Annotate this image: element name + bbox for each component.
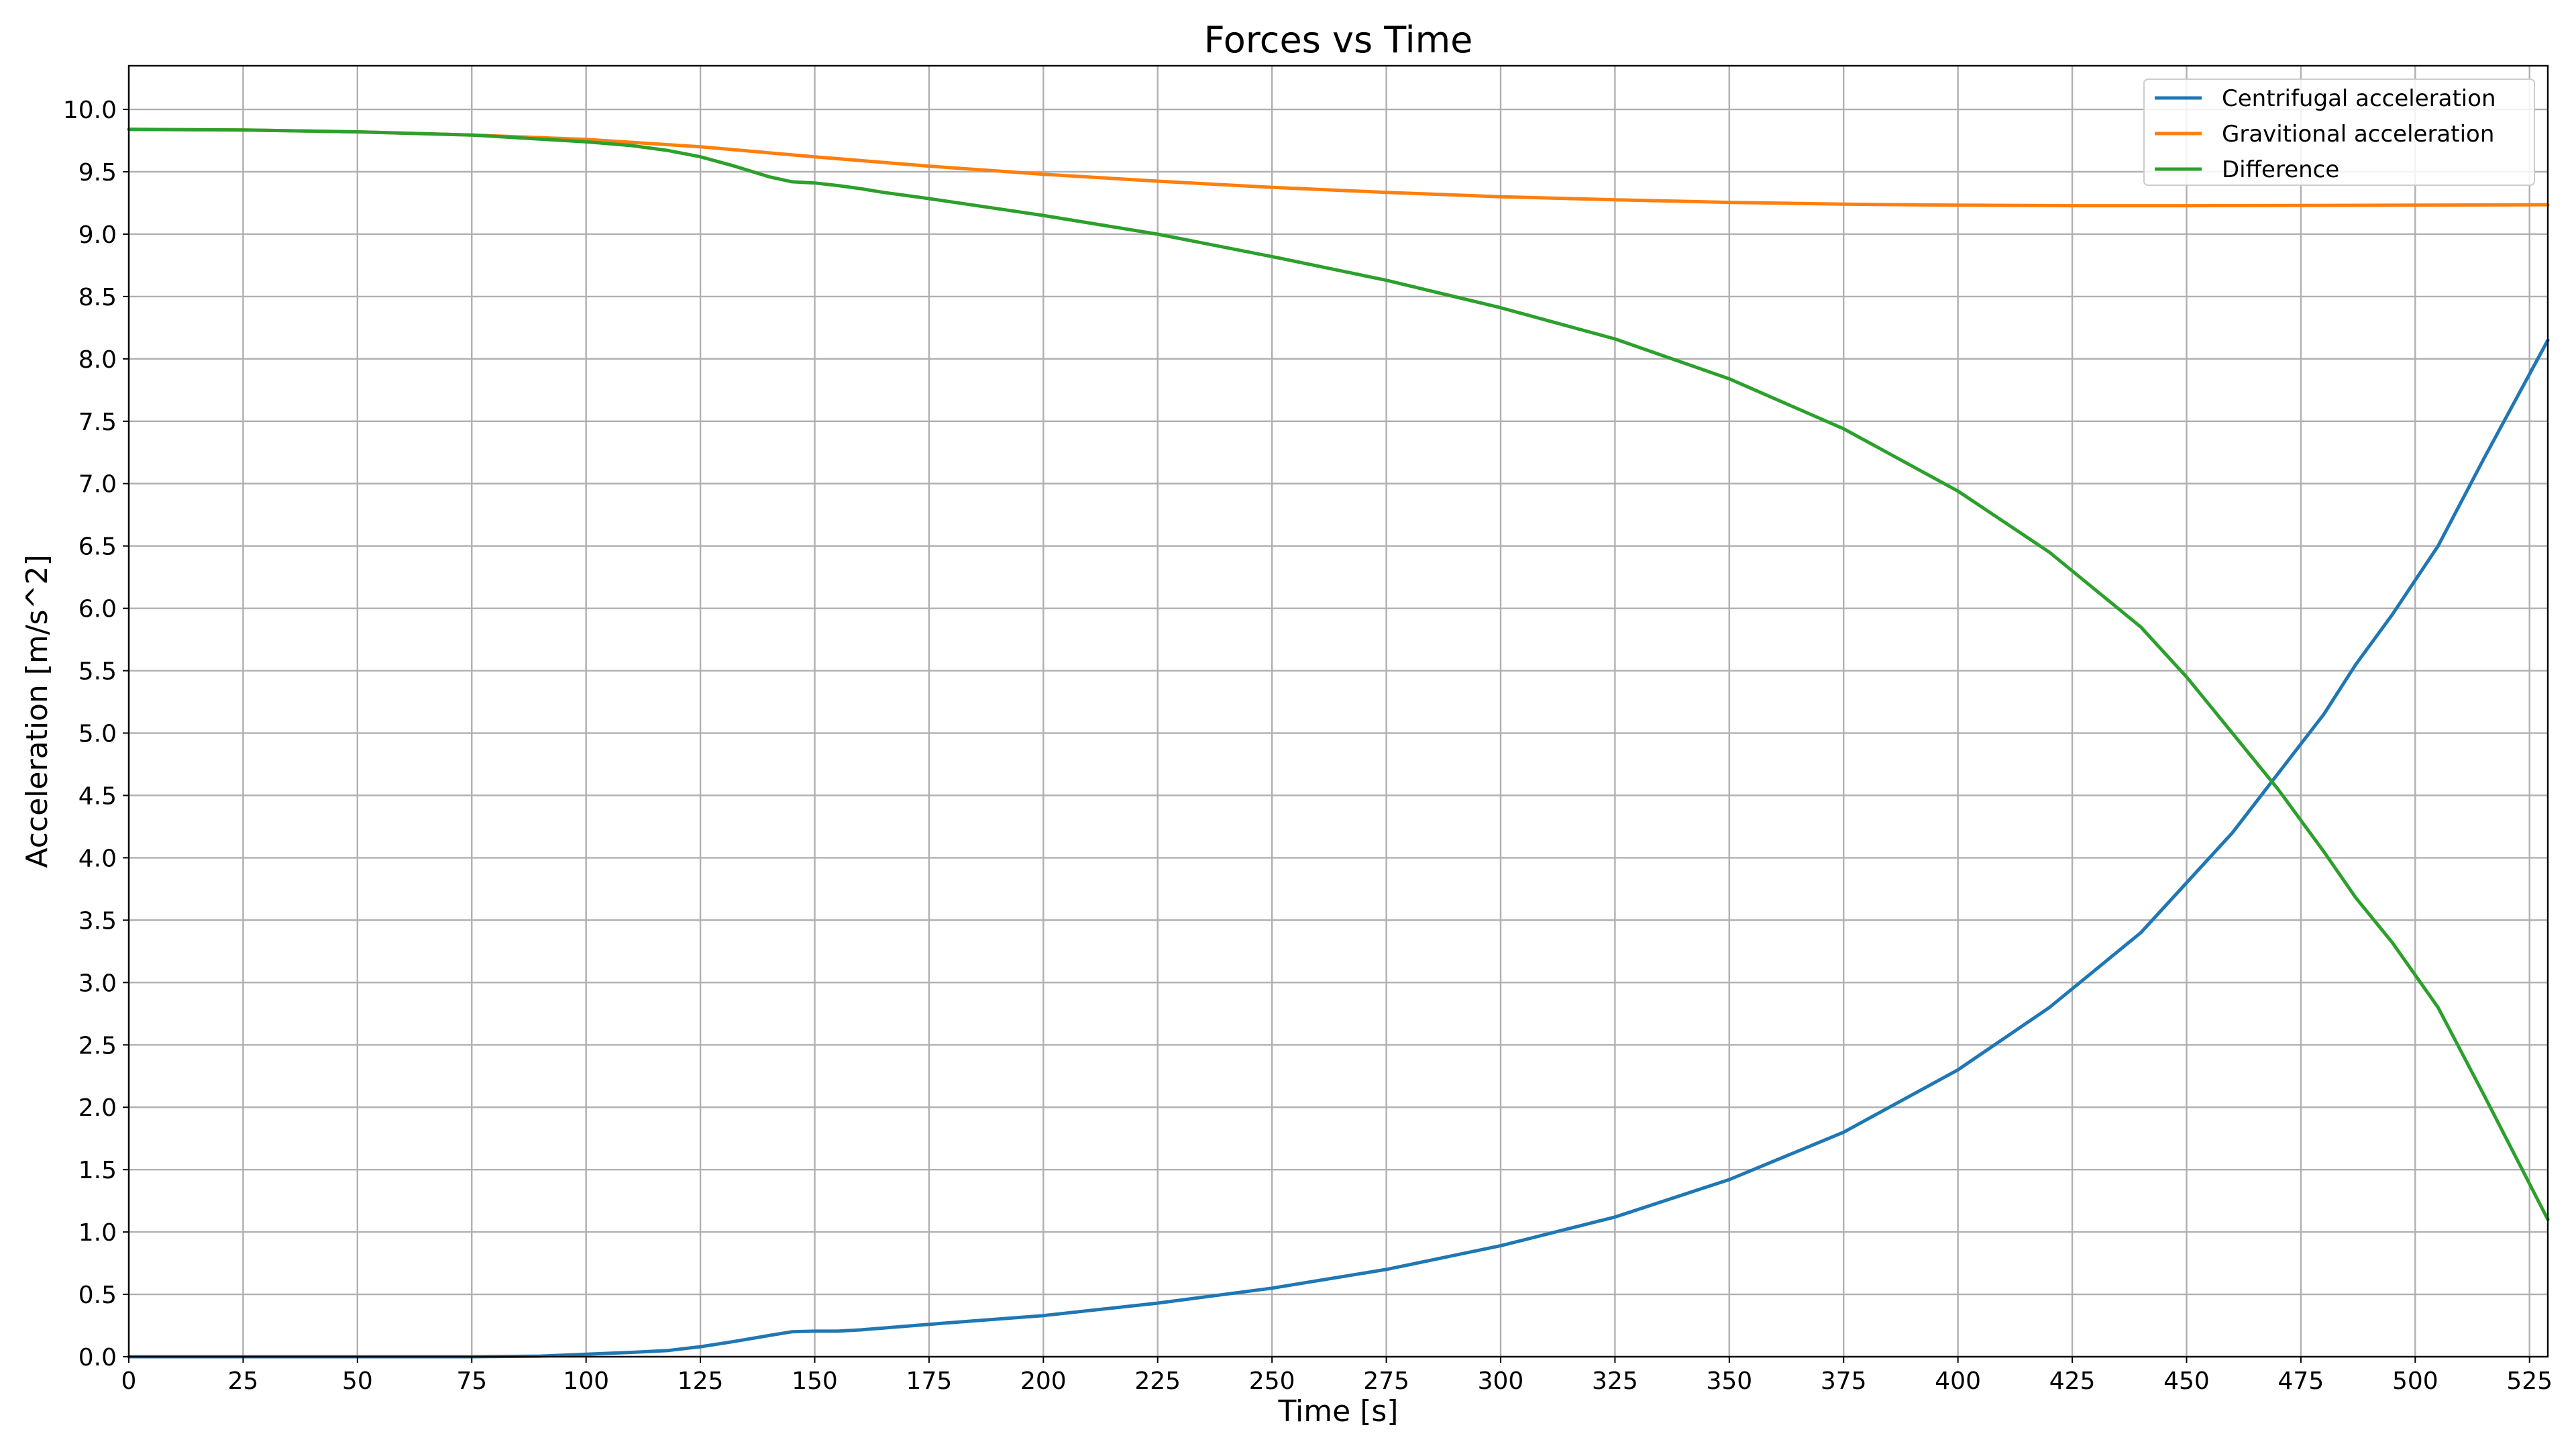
x-tick-label: 25 (228, 1367, 259, 1395)
series-layer (127, 127, 2550, 1359)
legend: Centrifugal acceleration Gravitional acce… (2143, 79, 2535, 186)
y-tick-label: 4.5 (78, 782, 117, 810)
y-tick-label: 7.5 (78, 409, 117, 436)
y-tick-label: 6.5 (78, 533, 117, 561)
x-tick-label: 75 (456, 1367, 487, 1395)
x-tick-label: 500 (2392, 1367, 2438, 1395)
y-tick-label: 3.0 (78, 970, 117, 997)
series-line-1 (127, 338, 2550, 1359)
y-tick-label: 7.0 (78, 471, 117, 499)
y-tick-label: 1.5 (78, 1157, 117, 1184)
y-tick-label: 0.0 (78, 1344, 117, 1371)
y-tick-label: 3.5 (78, 907, 117, 935)
legend-label: Centrifugal acceleration (2222, 85, 2496, 112)
y-tick-label: 9.0 (78, 221, 117, 249)
x-tick-label: 50 (342, 1367, 373, 1395)
legend-box (2143, 79, 2535, 186)
y-tick-label: 10.0 (63, 97, 117, 124)
grid-layer (127, 66, 2548, 1358)
x-tick-label: 0 (121, 1367, 137, 1395)
x-tick-label: 325 (1592, 1367, 1638, 1395)
x-tick-label: 200 (1020, 1367, 1067, 1395)
legend-label: Gravitional acceleration (2222, 121, 2494, 148)
x-tick-label: 375 (1821, 1367, 1867, 1395)
x-tick-label: 275 (1363, 1367, 1409, 1395)
series-line-3 (127, 127, 2550, 1221)
y-tick-label: 1.0 (78, 1219, 117, 1247)
legend-label: Difference (2222, 156, 2339, 183)
y-tick-label: 2.0 (78, 1094, 117, 1122)
x-tick-label: 525 (2506, 1367, 2553, 1395)
y-tick-label: 8.5 (78, 284, 117, 311)
tick-layer: 0 25 50 75 100 125 150 175 200 225 250 275 300 325 350… (63, 97, 2553, 1395)
x-tick-label: 475 (2278, 1367, 2324, 1395)
x-tick-label: 250 (1249, 1367, 1295, 1395)
x-tick-label: 450 (2163, 1367, 2210, 1395)
y-tick-label: 5.5 (78, 658, 117, 686)
x-tick-label: 125 (678, 1367, 724, 1395)
x-tick-label: 100 (563, 1367, 609, 1395)
x-tick-label: 175 (906, 1367, 953, 1395)
x-tick-label: 150 (792, 1367, 838, 1395)
y-tick-label: 9.5 (78, 159, 117, 187)
x-tick-label: 300 (1478, 1367, 1524, 1395)
y-tick-label: 4.0 (78, 845, 117, 872)
chart-title: Forces vs Time (1204, 19, 1473, 61)
x-tick-label: 350 (1706, 1367, 1752, 1395)
x-axis-label: Time [s] (1278, 1394, 1399, 1429)
y-tick-label: 6.0 (78, 596, 117, 623)
y-tick-label: 8.0 (78, 346, 117, 374)
plot-area-frame (127, 64, 2549, 1358)
y-axis-label: Acceleration [m/s^2] (20, 554, 54, 868)
x-tick-label: 225 (1134, 1367, 1181, 1395)
y-tick-label: 2.5 (78, 1032, 117, 1059)
x-tick-label: 425 (2049, 1367, 2096, 1395)
y-tick-label: 5.0 (78, 721, 117, 748)
x-tick-label: 400 (1935, 1367, 1981, 1395)
y-tick-label: 0.5 (78, 1282, 117, 1309)
